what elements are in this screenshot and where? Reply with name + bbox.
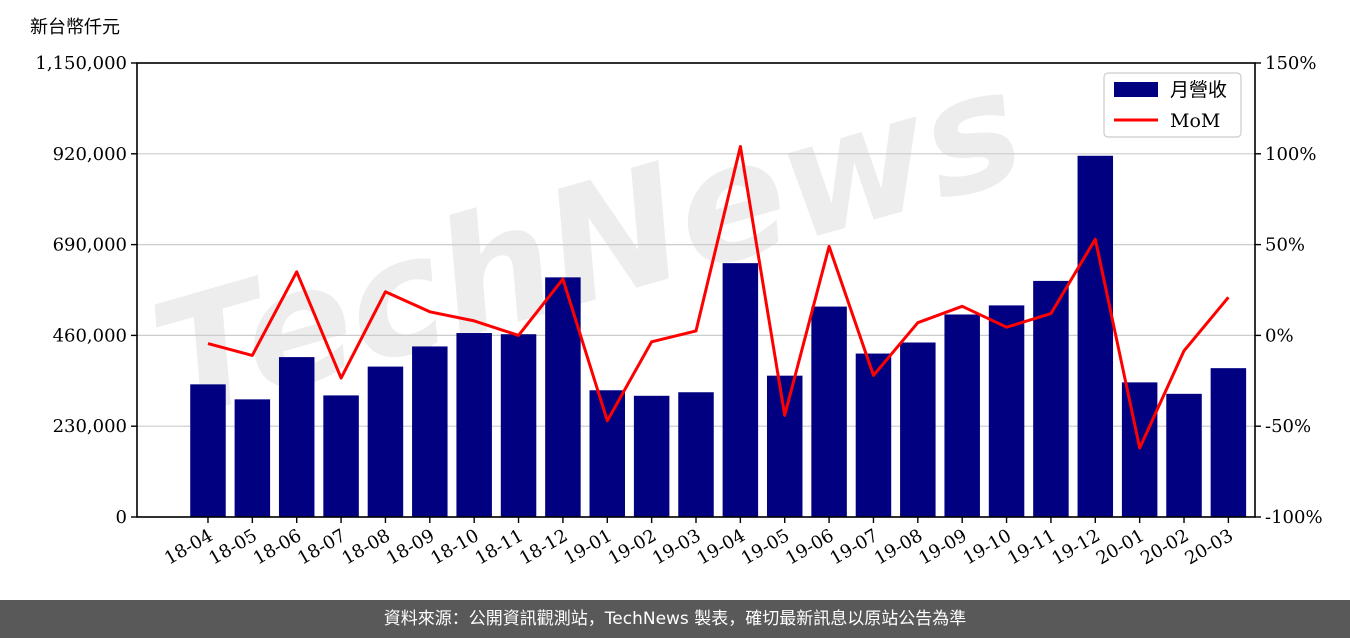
bar — [367, 366, 404, 517]
mom-line-series — [207, 145, 1230, 450]
bar — [766, 375, 803, 517]
x-tick-label: 19-02 — [605, 525, 660, 569]
x-tick-label: 18-04 — [161, 525, 216, 569]
left-y-tick-label: 1,150,000 — [35, 53, 127, 74]
bar — [190, 384, 226, 517]
bar — [323, 395, 359, 517]
bar — [545, 277, 581, 517]
x-tick-label: 19-04 — [693, 525, 748, 569]
x-tick-label: 18-09 — [383, 525, 438, 569]
bar — [1166, 393, 1202, 517]
bar — [811, 306, 847, 517]
legend-swatch-revenue — [1114, 82, 1158, 97]
right-y-tick-label: -50% — [1265, 416, 1311, 437]
x-tick-label: 19-01 — [560, 525, 615, 569]
x-tick-label: 18-12 — [516, 525, 571, 569]
bar — [900, 342, 936, 517]
x-tick-label: 19-03 — [649, 525, 704, 569]
bar — [944, 314, 980, 517]
right-y-tick-label: 100% — [1265, 144, 1316, 165]
x-tick-label: 18-07 — [294, 525, 349, 569]
bar — [855, 353, 892, 517]
x-tick-label: 19-08 — [871, 525, 926, 569]
revenue-chart: TechNews 0230,000460,000690,000920,0001,… — [30, 17, 1323, 569]
bar — [1033, 280, 1069, 517]
legend: 月營收 MoM — [1103, 72, 1242, 138]
x-tick-label: 18-11 — [472, 525, 527, 569]
x-tick-label: 20-02 — [1137, 525, 1192, 569]
x-tick-label: 19-12 — [1048, 525, 1103, 569]
bar — [988, 305, 1025, 517]
x-tick-label: 18-08 — [339, 525, 394, 569]
right-y-axis: -100% -50% 0% 50% 100% 150% — [1255, 53, 1323, 528]
y-axis-unit-label: 新台幣仟元 — [30, 17, 120, 38]
bar — [678, 392, 714, 517]
mom-line — [207, 145, 1230, 450]
left-y-tick-label: 460,000 — [53, 325, 127, 346]
bar — [1121, 382, 1158, 517]
x-tick-label: 19-05 — [738, 525, 793, 569]
x-tick-label: 19-10 — [960, 525, 1015, 569]
bar-series — [190, 155, 1247, 517]
bar — [1210, 368, 1247, 517]
x-tick-label: 18-05 — [205, 525, 260, 569]
bar — [722, 263, 759, 517]
bar — [278, 357, 315, 517]
left-y-tick-label: 690,000 — [53, 235, 127, 256]
left-y-tick-label: 920,000 — [53, 144, 127, 165]
bar — [456, 333, 492, 517]
left-y-tick-label: 230,000 — [53, 416, 127, 437]
right-y-tick-label: 150% — [1265, 53, 1316, 74]
x-tick-label: 19-11 — [1004, 525, 1059, 569]
bar — [500, 334, 537, 517]
x-tick-label: 18-06 — [250, 525, 305, 569]
bar — [589, 390, 626, 517]
x-tick-label: 19-07 — [827, 525, 882, 569]
bar — [234, 399, 271, 517]
right-y-tick-label: 0% — [1265, 325, 1294, 346]
x-tick-label: 19-09 — [915, 525, 970, 569]
left-y-axis: 0 230,000 460,000 690,000 920,000 1,150,000 — [35, 53, 137, 528]
bar — [1077, 155, 1114, 517]
x-tick-label: 20-01 — [1093, 525, 1148, 569]
left-y-tick-label: 0 — [116, 507, 127, 528]
right-y-tick-label: -100% — [1265, 507, 1323, 528]
x-tick-label: 18-10 — [427, 525, 482, 569]
bar — [412, 346, 448, 517]
legend-label-mom: MoM — [1170, 110, 1220, 132]
bar — [633, 395, 670, 517]
legend-label-revenue: 月營收 — [1170, 79, 1227, 101]
source-footer: 資料來源：公開資訊觀測站，TechNews 製表，確切最新訊息以原站公告為準 — [0, 600, 1350, 638]
x-axis: 18-0418-0518-0618-0718-0818-0918-1018-11… — [161, 517, 1237, 569]
x-tick-label: 19-06 — [782, 525, 837, 569]
x-tick-label: 20-03 — [1181, 525, 1236, 569]
right-y-tick-label: 50% — [1265, 235, 1305, 256]
